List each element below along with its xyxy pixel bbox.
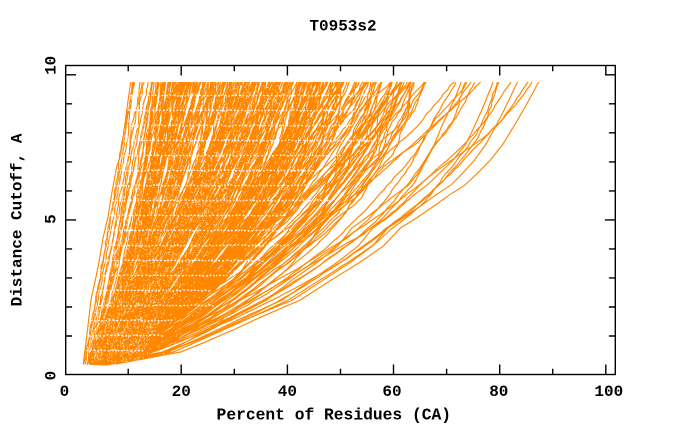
svg-text:40: 40 [278,383,297,401]
svg-text:Distance Cutoff, A: Distance Cutoff, A [9,133,27,306]
svg-text:100: 100 [594,383,623,401]
svg-text:0: 0 [60,383,70,401]
svg-text:Percent of Residues (CA): Percent of Residues (CA) [217,405,452,424]
svg-text:T0953s2: T0953s2 [309,18,376,36]
svg-text:0: 0 [43,371,61,381]
svg-text:10: 10 [43,56,61,75]
svg-text:5: 5 [43,214,61,224]
svg-text:80: 80 [489,383,508,401]
svg-text:20: 20 [172,383,191,401]
svg-text:60: 60 [382,383,401,401]
